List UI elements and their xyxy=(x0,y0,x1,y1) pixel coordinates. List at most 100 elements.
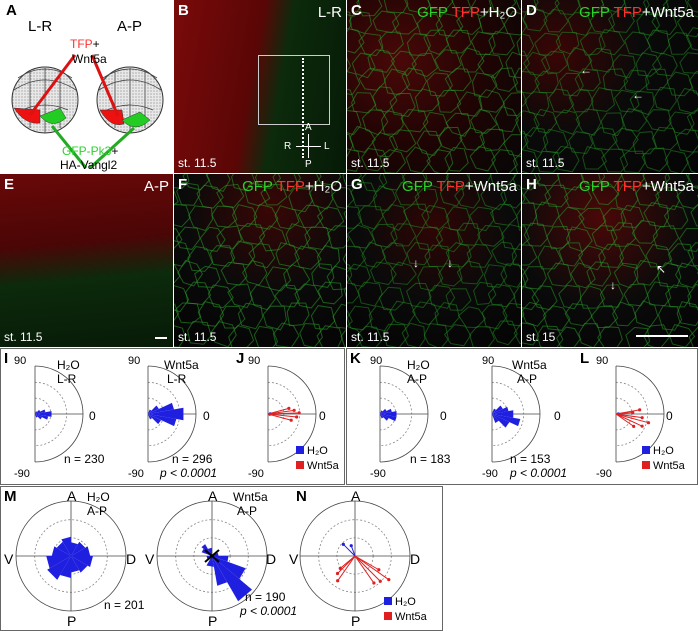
cell-outline xyxy=(367,49,396,73)
panel-d-image: D GFP TFP+Wnt5a ← ← st. 11.5 xyxy=(522,0,698,173)
vector-head xyxy=(341,542,345,546)
cell-outline xyxy=(347,325,364,347)
vector-arrow xyxy=(354,555,390,581)
cell-outline xyxy=(537,245,563,270)
vector-arrow xyxy=(267,413,297,418)
embryo-right xyxy=(96,66,164,134)
wnt-title: Wnt5a xyxy=(233,490,268,504)
vector-head xyxy=(372,581,376,585)
cell-outline xyxy=(316,174,342,186)
vector-arrow xyxy=(354,555,375,584)
vector-arrow xyxy=(615,413,643,419)
cell-outline xyxy=(401,322,426,347)
cell-outline xyxy=(347,109,362,136)
cell-outline xyxy=(522,7,548,32)
cell-outline xyxy=(487,283,516,308)
cell-outline xyxy=(469,206,495,232)
axis-r: R xyxy=(284,141,292,152)
cell-outline xyxy=(598,174,623,189)
cell-outline xyxy=(456,10,482,36)
cell-outline xyxy=(390,261,417,285)
panel-label: E xyxy=(4,176,15,193)
rose-wedge xyxy=(35,411,52,417)
polar-m-h2o xyxy=(15,500,127,612)
cell-outline xyxy=(414,88,440,113)
cell-texture xyxy=(347,0,521,173)
panel-label: A xyxy=(6,2,17,19)
cell-outline xyxy=(531,285,558,311)
cell-outline xyxy=(308,183,334,210)
rose-wedge xyxy=(148,414,177,427)
cell-outline xyxy=(645,109,672,132)
dir-a: A xyxy=(351,488,361,504)
panel-label-n: N xyxy=(296,488,307,505)
cell-outline xyxy=(293,174,322,188)
cell-texture xyxy=(174,174,346,347)
axis-cross-h xyxy=(296,146,321,147)
cell-outline xyxy=(578,323,602,347)
cell-outline xyxy=(427,0,454,12)
cell-outline xyxy=(542,305,571,331)
cell-outline xyxy=(348,10,373,34)
panel-label: G xyxy=(351,176,363,193)
cell-texture xyxy=(347,174,521,347)
vector-arrow xyxy=(615,413,634,427)
arrow-icon: ← xyxy=(580,63,592,77)
tick-minus-90: -90 xyxy=(370,468,386,480)
cell-outline xyxy=(381,203,408,231)
cell-outline xyxy=(523,222,548,247)
cell-outline xyxy=(523,181,552,206)
panel-label-i: I xyxy=(4,350,9,367)
cell-outline xyxy=(533,174,560,187)
cell-outline xyxy=(228,325,255,347)
rose-wedge xyxy=(71,556,93,567)
vectors-j-wnt5a xyxy=(267,406,301,422)
cell-outline xyxy=(599,284,624,308)
cell-outline xyxy=(621,108,648,132)
scale-bar xyxy=(155,337,167,339)
arrow-icon: ↓ xyxy=(610,278,616,292)
cell-outline xyxy=(646,29,670,55)
cell-outline xyxy=(666,71,693,97)
cell-outline xyxy=(690,203,698,227)
cell-outline xyxy=(687,241,698,267)
stage-label: st. 11.5 xyxy=(351,156,390,170)
cell-outline xyxy=(272,174,302,192)
cell-outline xyxy=(438,263,463,287)
tick-90: 90 xyxy=(14,355,27,367)
panel-label-l: L xyxy=(580,350,590,367)
panel-h-image: H GFP TFP+Wnt5a ↖ ↓ st. 15 xyxy=(522,174,698,347)
rose-wedge xyxy=(206,556,214,567)
cell-outline xyxy=(388,129,417,153)
cell-outline xyxy=(635,52,662,77)
cell-outline xyxy=(642,174,671,189)
cell-outline xyxy=(523,127,549,153)
cell-outline xyxy=(523,51,551,77)
cell-outline xyxy=(274,205,300,230)
cell-outline xyxy=(445,112,472,137)
cell-outline xyxy=(558,206,585,231)
gfp-pk3-label: GFP-Pk3+ xyxy=(62,144,119,158)
cell-outline xyxy=(586,261,612,287)
rose-wedge xyxy=(35,414,38,418)
legend-wnt5a: Wnt5a xyxy=(384,611,427,623)
cell-outline xyxy=(174,325,186,347)
cell-outline xyxy=(423,323,449,347)
cell-outline xyxy=(522,149,539,173)
cell-outline xyxy=(515,114,521,135)
cell-outline xyxy=(358,32,384,57)
cell-outline xyxy=(174,228,183,249)
cell-outline xyxy=(206,174,231,192)
cell-outline xyxy=(379,149,407,173)
cell-outline xyxy=(513,322,521,345)
zero-tick: 0 xyxy=(440,409,447,423)
cell-outline xyxy=(500,184,521,209)
cell-outline xyxy=(477,224,505,247)
legend-wnt5a: Wnt5a xyxy=(642,460,685,472)
cell-outline xyxy=(216,225,243,250)
cell-outline xyxy=(615,184,639,212)
cell-outline xyxy=(503,134,521,158)
h2o-n: n = 201 xyxy=(104,598,145,612)
vector-head xyxy=(338,566,342,570)
vector-head xyxy=(387,578,391,582)
